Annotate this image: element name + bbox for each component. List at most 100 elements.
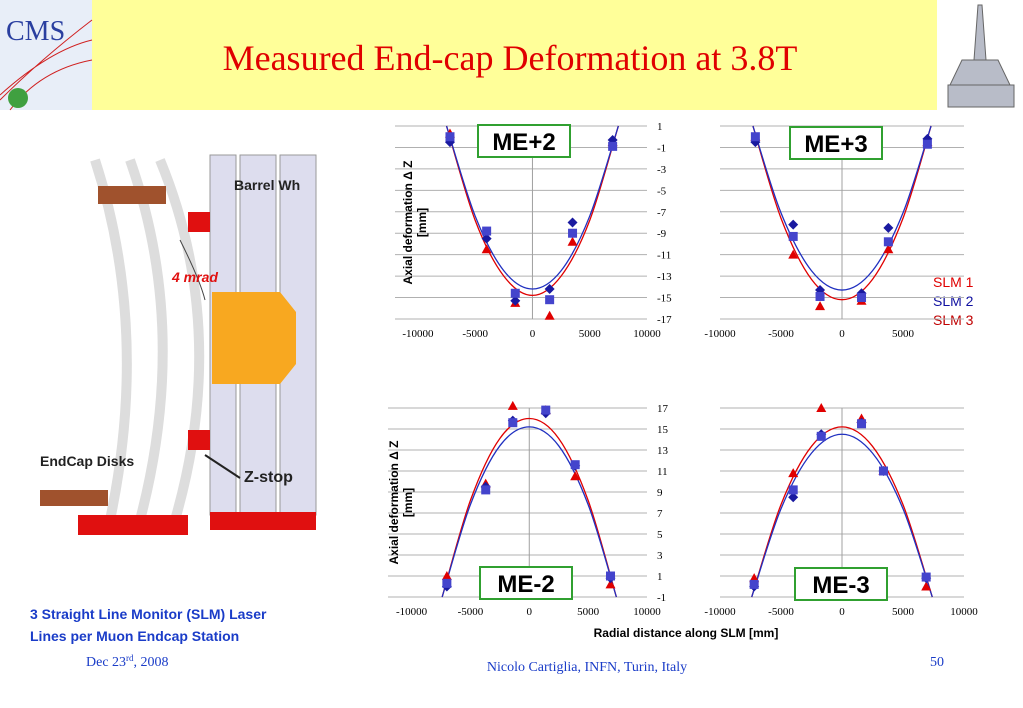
panel-label-box xyxy=(479,566,573,600)
y-tick-label: 1 xyxy=(657,121,663,133)
x-tick-label: -10000 xyxy=(402,328,434,340)
point xyxy=(921,581,932,591)
footer-author: Nicolo Cartiglia, INFN, Turin, Italy xyxy=(487,660,687,675)
footer-date: Dec 23rd, 2008 xyxy=(86,653,169,670)
schematic-label: Z-stop xyxy=(244,469,293,486)
x-tick-label: 5000 xyxy=(577,606,600,618)
point xyxy=(816,403,827,412)
point xyxy=(750,132,760,142)
point xyxy=(567,217,578,228)
point xyxy=(788,231,798,241)
point xyxy=(508,418,518,428)
slide-title: Measured End-cap Deformation at 3.8T xyxy=(223,38,798,78)
x-tick-label: 5000 xyxy=(892,606,915,618)
point xyxy=(445,132,455,142)
point xyxy=(788,485,798,495)
point xyxy=(749,573,760,583)
fit-curve xyxy=(445,125,619,290)
point xyxy=(788,249,799,259)
point xyxy=(481,485,491,495)
fit-curve xyxy=(445,125,619,297)
point xyxy=(605,579,616,589)
point xyxy=(816,431,826,441)
panel-label-box xyxy=(477,124,571,158)
panel-label: ME-2 xyxy=(497,571,554,598)
y-tick-label: -9 xyxy=(657,228,667,240)
point xyxy=(815,291,825,301)
x-tick-label: 0 xyxy=(839,328,845,340)
point xyxy=(570,460,580,470)
header-band xyxy=(0,0,937,110)
x-tick-label: -10000 xyxy=(704,606,736,618)
point xyxy=(567,236,578,246)
y-tick-label: -1 xyxy=(657,592,666,604)
legend-entry: SLM 3 xyxy=(933,312,974,328)
y-tick-label: -15 xyxy=(657,293,672,305)
point xyxy=(510,295,521,306)
panel-label-box xyxy=(794,567,888,601)
point xyxy=(570,471,581,481)
panel-label: ME+3 xyxy=(804,131,867,158)
y-tick-label: -3 xyxy=(657,164,667,176)
point xyxy=(921,572,931,582)
point xyxy=(544,283,555,294)
y-tick-label: -5 xyxy=(657,185,667,197)
x-tick-label: 5000 xyxy=(892,328,915,340)
point xyxy=(878,466,888,476)
date-part: Dec 23 xyxy=(86,655,126,670)
point xyxy=(749,579,759,589)
legend-entry: SLM 1 xyxy=(933,274,974,290)
fit-curve xyxy=(751,433,933,598)
point xyxy=(482,226,492,236)
y-tick-label: 1 xyxy=(657,571,663,583)
panel-label: ME+2 xyxy=(492,129,555,156)
y-tick-label: 9 xyxy=(657,487,663,499)
y-tick-label: 3 xyxy=(657,550,663,562)
point xyxy=(788,492,799,503)
point xyxy=(545,295,555,305)
x-tick-label: -5000 xyxy=(462,328,488,340)
y-tick-label: 7 xyxy=(657,508,663,520)
y-axis-label: Axial deformation Δ Z xyxy=(401,161,415,285)
x-tick-label: -5000 xyxy=(768,328,794,340)
schematic-label: 4 mrad xyxy=(171,269,218,285)
point xyxy=(922,139,932,149)
fit-curve xyxy=(752,125,932,291)
fit-curve xyxy=(441,417,618,598)
x-tick-label: 0 xyxy=(839,606,845,618)
x-tick-label: -5000 xyxy=(768,606,794,618)
x-tick-label: 10000 xyxy=(950,606,978,618)
point xyxy=(608,141,618,151)
page-number: 50 xyxy=(930,655,944,670)
x-tick-label: -10000 xyxy=(396,606,428,618)
point xyxy=(883,244,894,254)
x-tick-label: 0 xyxy=(527,606,533,618)
point xyxy=(442,578,452,588)
schematic: Barrel Wh 4 mrad EndCap Disks Z-stop xyxy=(40,154,317,535)
y-tick-label: -17 xyxy=(657,314,672,326)
fit-curve xyxy=(441,426,618,598)
y-tick-label: 15 xyxy=(657,424,669,436)
fit-curve xyxy=(751,426,933,598)
x-tick-label: 10000 xyxy=(633,328,661,340)
x-axis-label: Radial distance along SLM [mm] xyxy=(594,626,779,640)
point xyxy=(883,222,894,233)
point xyxy=(606,571,616,581)
logo-dot xyxy=(8,88,28,108)
y-tick-label: 17 xyxy=(657,403,669,415)
caption-line: 3 Straight Line Monitor (SLM) Laser xyxy=(30,606,267,622)
point xyxy=(857,293,867,303)
point xyxy=(568,228,578,238)
point xyxy=(544,310,555,320)
y-tick-label: 13 xyxy=(657,445,669,457)
point xyxy=(481,233,492,244)
legend-entry: SLM 2 xyxy=(933,293,974,309)
point xyxy=(883,237,893,247)
panel-label: ME-3 xyxy=(812,572,869,599)
x-tick-label: 10000 xyxy=(633,606,661,618)
point xyxy=(815,301,826,311)
y-axis-label: [mm] xyxy=(401,488,415,517)
point xyxy=(541,405,551,415)
point xyxy=(788,219,799,230)
